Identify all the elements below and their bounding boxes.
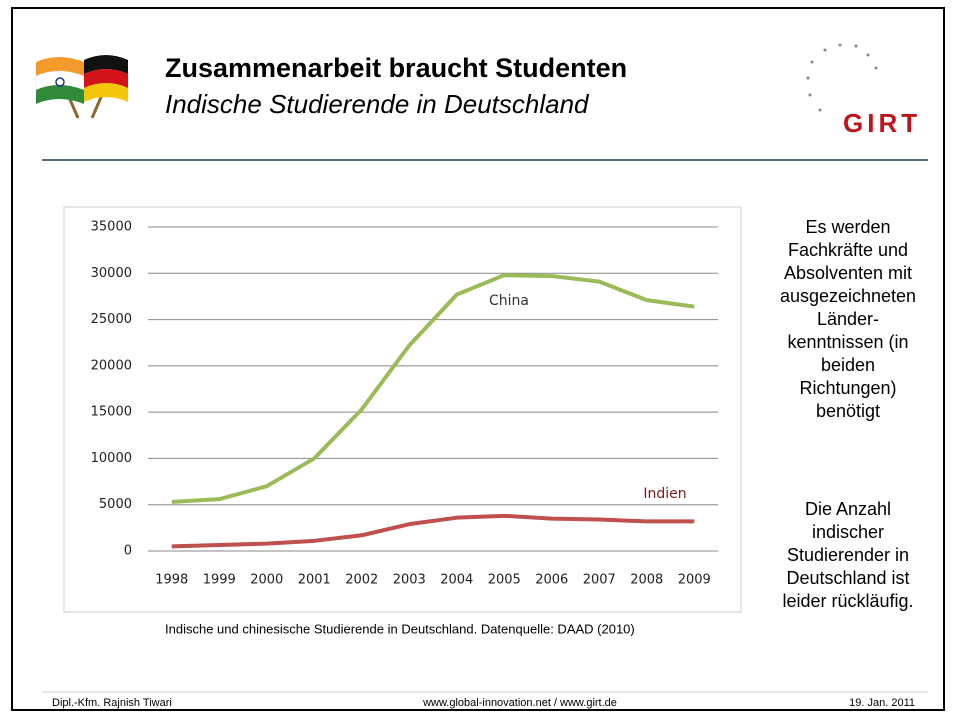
side-text-line: benötigt xyxy=(816,401,880,421)
side-text-line: Die Anzahl xyxy=(805,499,891,519)
y-tick-label: 10000 xyxy=(91,451,132,466)
footer-date: 19. Jan. 2011 xyxy=(849,697,915,709)
side-text-line: leider rückläufig. xyxy=(782,591,913,611)
y-tick-label: 35000 xyxy=(91,220,132,235)
logo-text: GIRT xyxy=(843,108,921,138)
side-text-line: beiden xyxy=(821,355,875,375)
side-text-line: Fachkräfte und xyxy=(788,240,908,260)
x-tick-label: 2007 xyxy=(583,573,616,588)
x-tick-label: 2002 xyxy=(345,573,378,588)
y-tick-label: 30000 xyxy=(91,266,132,281)
side-text-line: ausgezeichneten xyxy=(780,286,916,306)
side-text-line: Richtungen) xyxy=(799,378,896,398)
side-text-line: Absolventen mit xyxy=(784,263,912,283)
x-tick-label: 2001 xyxy=(298,573,331,588)
x-tick-label: 1998 xyxy=(155,573,188,588)
side-text-line: kenntnissen (in xyxy=(787,332,908,352)
y-tick-label: 25000 xyxy=(91,312,132,327)
x-tick-label: 2000 xyxy=(250,573,283,588)
side-text-line: indischer xyxy=(812,522,884,542)
y-tick-label: 20000 xyxy=(91,358,132,373)
side-text-line: Es werden xyxy=(805,217,890,237)
line-series xyxy=(171,273,695,504)
slide-subtitle: Indische Studierende in Deutschland xyxy=(165,89,590,119)
x-tick-label: 2004 xyxy=(440,573,473,588)
series-label: Indien xyxy=(643,486,686,502)
side-text: Es werden Fachkräfte und Absolventen mit au… xyxy=(780,217,916,611)
x-tick-label: 2005 xyxy=(488,573,521,588)
chart-caption: Indische und chinesische Studierende in … xyxy=(165,621,635,636)
y-tick-label: 0 xyxy=(124,544,132,559)
series-label: China xyxy=(489,293,529,309)
flags xyxy=(35,55,128,119)
x-tick-label: 1999 xyxy=(203,573,236,588)
x-tick-label: 2008 xyxy=(630,573,663,588)
footer-author: Dipl.-Kfm. Rajnish Tiwari xyxy=(52,697,172,709)
footer-website: www.global-innovation.net / www.girt.de xyxy=(422,697,617,709)
y-tick-label: 5000 xyxy=(99,497,132,512)
line-series xyxy=(171,513,695,549)
x-tick-label: 2009 xyxy=(678,573,711,588)
plot: 0 5000 10000 15000 20000 25000 30000 35000 1998 1… xyxy=(91,220,718,588)
x-tick-label: 2003 xyxy=(393,573,426,588)
x-tick-label: 2006 xyxy=(535,573,568,588)
logo-dots xyxy=(806,43,878,112)
side-text-line: Studierender in xyxy=(787,545,909,565)
side-text-line: Länder- xyxy=(817,309,879,329)
side-text-line: Deutschland ist xyxy=(786,568,909,588)
y-tick-label: 15000 xyxy=(91,405,132,420)
slide-title: Zusammenarbeit braucht Studenten xyxy=(165,53,627,83)
